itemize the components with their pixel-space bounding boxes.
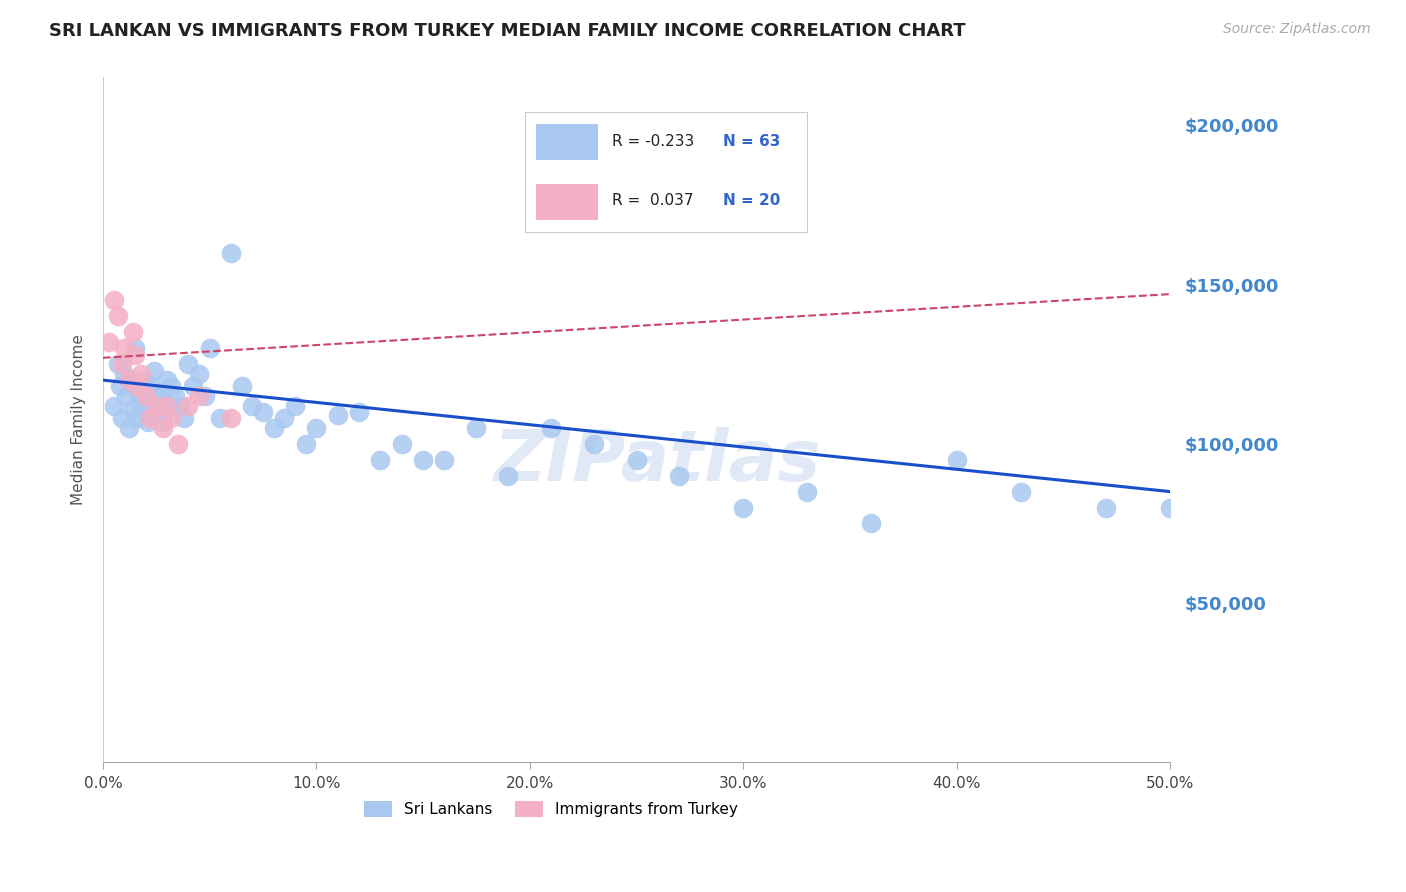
Point xyxy=(125,411,148,425)
Point xyxy=(169,399,191,413)
Point xyxy=(145,399,167,413)
Point xyxy=(112,341,135,355)
Point xyxy=(121,326,143,340)
Point xyxy=(498,468,520,483)
Point xyxy=(131,367,153,381)
Point xyxy=(143,363,166,377)
Point xyxy=(326,408,349,422)
Point xyxy=(668,468,690,483)
Point xyxy=(132,373,155,387)
Point xyxy=(157,399,180,413)
Point xyxy=(194,389,217,403)
Point xyxy=(582,437,605,451)
Point xyxy=(139,379,162,393)
Point xyxy=(860,516,883,531)
Point xyxy=(796,484,818,499)
Point xyxy=(181,379,204,393)
Point xyxy=(120,376,142,391)
Point xyxy=(117,373,139,387)
Point xyxy=(1010,484,1032,499)
Point xyxy=(141,408,163,422)
Point xyxy=(173,411,195,425)
Point xyxy=(112,367,135,381)
Point xyxy=(160,411,183,425)
Point xyxy=(103,399,125,413)
Point xyxy=(294,437,316,451)
Point xyxy=(188,367,211,381)
Point xyxy=(128,385,150,400)
Point xyxy=(107,310,129,324)
Point xyxy=(465,421,488,435)
Text: Source: ZipAtlas.com: Source: ZipAtlas.com xyxy=(1223,22,1371,37)
Point xyxy=(177,357,200,371)
Point xyxy=(240,399,263,413)
Point xyxy=(111,411,134,425)
Point xyxy=(412,452,434,467)
Point xyxy=(149,392,172,407)
Point xyxy=(273,411,295,425)
Point xyxy=(111,357,134,371)
Point xyxy=(946,452,969,467)
Point xyxy=(139,411,162,425)
Y-axis label: Median Family Income: Median Family Income xyxy=(72,334,86,506)
Point xyxy=(131,399,153,413)
Point xyxy=(370,452,392,467)
Point xyxy=(103,293,125,308)
Point xyxy=(231,379,253,393)
Point xyxy=(188,389,211,403)
Point xyxy=(152,421,174,435)
Point xyxy=(198,341,221,355)
Point xyxy=(107,357,129,371)
Point xyxy=(391,437,413,451)
Point xyxy=(347,405,370,419)
Point xyxy=(733,500,755,515)
Legend: Sri Lankans, Immigrants from Turkey: Sri Lankans, Immigrants from Turkey xyxy=(359,795,744,823)
Point xyxy=(305,421,328,435)
Point xyxy=(156,373,179,387)
Point xyxy=(124,348,146,362)
Text: SRI LANKAN VS IMMIGRANTS FROM TURKEY MEDIAN FAMILY INCOME CORRELATION CHART: SRI LANKAN VS IMMIGRANTS FROM TURKEY MED… xyxy=(49,22,966,40)
Point xyxy=(124,341,146,355)
Point xyxy=(263,421,285,435)
Point xyxy=(125,379,148,393)
Text: ZIPatlas: ZIPatlas xyxy=(495,426,821,496)
Point xyxy=(284,399,307,413)
Point xyxy=(156,399,179,413)
Point xyxy=(166,437,188,451)
Point xyxy=(152,415,174,429)
Point xyxy=(115,389,138,403)
Point xyxy=(1095,500,1118,515)
Point xyxy=(252,405,274,419)
Point xyxy=(219,245,242,260)
Point xyxy=(108,379,131,393)
Point xyxy=(148,405,170,419)
Point xyxy=(121,401,143,416)
Point xyxy=(135,392,157,407)
Point xyxy=(219,411,242,425)
Point xyxy=(135,389,157,403)
Point xyxy=(177,399,200,413)
Point xyxy=(209,411,232,425)
Point xyxy=(433,452,456,467)
Point xyxy=(145,385,167,400)
Point xyxy=(136,415,159,429)
Point xyxy=(160,379,183,393)
Point xyxy=(98,334,121,349)
Point xyxy=(165,389,187,403)
Point xyxy=(540,421,562,435)
Point xyxy=(626,452,648,467)
Point xyxy=(1159,500,1181,515)
Point xyxy=(117,421,139,435)
